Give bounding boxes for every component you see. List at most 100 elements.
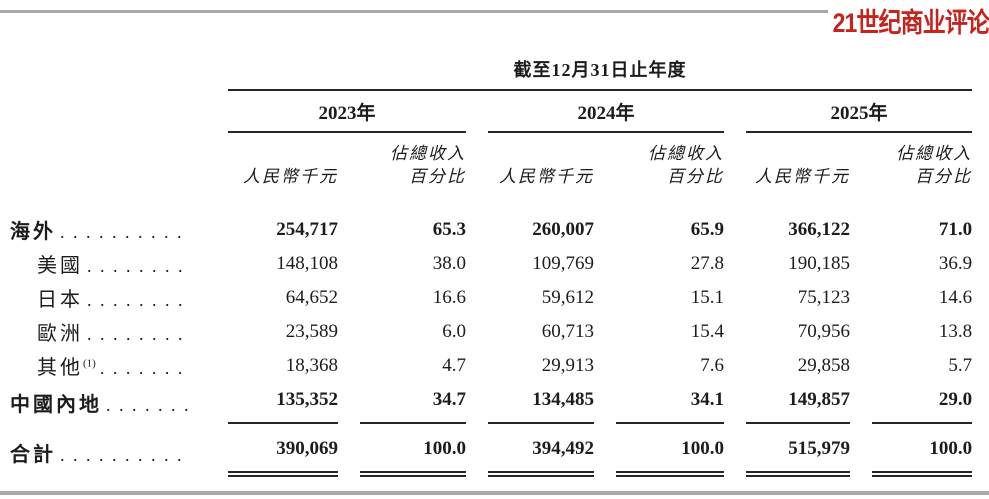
magazine-logo: 21世纪商业评论 bbox=[832, 8, 989, 38]
column-gap bbox=[594, 213, 616, 247]
amount-cell: 18,368 bbox=[285, 354, 338, 376]
percent-header-2023: 佔總收入 百分比 bbox=[360, 132, 466, 213]
leader-dots: . . . . . . . . bbox=[87, 324, 185, 345]
leader-dots: . . . . . . . . . . bbox=[60, 444, 184, 465]
row-label-text: 日本 bbox=[37, 289, 83, 312]
percent-cell: 6.0 bbox=[442, 320, 466, 342]
amount-cell: 390,069 bbox=[228, 422, 338, 477]
top-divider-line bbox=[0, 10, 828, 13]
amount-cell: 59,612 bbox=[541, 286, 594, 308]
group-gap bbox=[724, 281, 746, 315]
row-label-text: 海外 bbox=[10, 221, 56, 244]
amount-cell: 134,485 bbox=[488, 382, 594, 424]
year-header-2024: 2024年 bbox=[488, 90, 724, 133]
column-gap bbox=[594, 281, 616, 315]
spacer-cell bbox=[10, 132, 228, 213]
row-label: 歐洲. . . . . . . . bbox=[10, 315, 228, 349]
row-label-text: 美國 bbox=[37, 255, 83, 278]
percent-cell: 100.0 bbox=[616, 422, 724, 477]
group-gap bbox=[724, 315, 746, 349]
spacer-cell bbox=[10, 90, 228, 132]
percent-cell: 15.4 bbox=[690, 320, 724, 342]
amount-header-2023: 人民幣千元 bbox=[243, 166, 338, 186]
percent-cell: 34.1 bbox=[616, 382, 724, 424]
column-gap bbox=[338, 423, 360, 474]
percent-header-line2: 百分比 bbox=[409, 166, 466, 186]
row-label-text: 其他 bbox=[37, 357, 83, 380]
column-gap bbox=[338, 213, 360, 247]
percent-cell: 4.7 bbox=[442, 354, 466, 376]
column-gap bbox=[850, 315, 872, 349]
percent-header-line1: 佔總收入 bbox=[896, 144, 973, 163]
column-gap bbox=[594, 132, 616, 213]
group-gap bbox=[466, 90, 488, 132]
table-row-europe: 歐洲. . . . . . . . 23,589 6.0 60,713 15.4… bbox=[10, 315, 972, 349]
column-gap bbox=[338, 247, 360, 281]
percent-cell: 71.0 bbox=[938, 218, 973, 240]
table-row-overseas: 海外. . . . . . . . . . 254,717 65.3 260,0… bbox=[10, 213, 972, 247]
group-gap bbox=[724, 132, 746, 213]
table-row-others: 其他(1). . . . . . . 18,368 4.7 29,913 7.6… bbox=[10, 349, 972, 383]
percent-cell: 29.0 bbox=[872, 382, 973, 424]
column-gap bbox=[594, 349, 616, 383]
year-header-2025: 2025年 bbox=[746, 90, 973, 133]
column-gap bbox=[594, 315, 616, 349]
group-gap bbox=[724, 383, 746, 423]
row-label: 其他(1). . . . . . . bbox=[10, 349, 228, 383]
row-label: 海外. . . . . . . . . . bbox=[10, 213, 228, 247]
amount-cell: 60,713 bbox=[541, 320, 594, 342]
leader-dots: . . . . . . . . bbox=[87, 256, 185, 277]
group-gap bbox=[724, 213, 746, 247]
amount-cell: 135,352 bbox=[228, 382, 338, 424]
percent-cell: 15.1 bbox=[690, 286, 724, 308]
leader-dots: . . . . . . . . bbox=[87, 290, 185, 311]
group-gap bbox=[724, 423, 746, 474]
column-header-row: 人民幣千元 佔總收入 百分比 人民幣千元 佔總收入 百分比 人民幣千元 佔總收入 百分… bbox=[10, 132, 972, 213]
percent-header-line2: 百分比 bbox=[667, 166, 724, 186]
row-label-text: 歐洲 bbox=[37, 323, 83, 346]
period-header: 截至12月31日止年度 bbox=[228, 50, 973, 91]
amount-cell: 29,913 bbox=[541, 354, 594, 376]
footnote-superscript: (1) bbox=[83, 357, 96, 370]
leader-dots: . . . . . . . . . . bbox=[60, 222, 184, 243]
column-gap bbox=[850, 423, 872, 474]
column-gap bbox=[338, 132, 360, 213]
amount-cell: 23,589 bbox=[285, 320, 338, 342]
percent-cell: 5.7 bbox=[948, 354, 973, 376]
table-row-mainland-china: 中國內地. . . . . . . 135,352 34.7 134,485 3… bbox=[10, 382, 973, 424]
year-header-row: 2023年 2024年 2025年 bbox=[10, 90, 973, 133]
amount-cell: 366,122 bbox=[788, 218, 850, 240]
group-gap bbox=[724, 247, 746, 281]
percent-cell: 14.6 bbox=[938, 286, 973, 308]
column-gap bbox=[338, 383, 360, 423]
amount-cell: 70,956 bbox=[797, 320, 850, 342]
group-gap bbox=[466, 281, 488, 315]
row-label: 合計. . . . . . . . . . bbox=[10, 423, 228, 474]
percent-cell: 100.0 bbox=[872, 422, 973, 477]
column-gap bbox=[850, 349, 872, 383]
percent-header-2024: 佔總收入百分比 bbox=[616, 132, 724, 213]
row-label: 美國. . . . . . . . bbox=[10, 247, 228, 281]
percent-header-line1: 佔總收入 bbox=[648, 144, 724, 163]
percent-cell: 38.0 bbox=[432, 252, 466, 274]
row-label-text: 中國內地 bbox=[10, 394, 102, 417]
amount-cell: 260,007 bbox=[532, 218, 594, 240]
spacer-cell bbox=[10, 50, 228, 90]
percent-cell: 27.8 bbox=[690, 252, 724, 274]
amount-cell: 394,492 bbox=[488, 422, 594, 477]
table-row-usa: 美國. . . . . . . . 148,108 38.0 109,769 2… bbox=[10, 247, 972, 281]
percent-cell: 65.3 bbox=[432, 218, 466, 240]
amount-header-2025: 人民幣千元 bbox=[755, 166, 850, 186]
percent-header-line2: 百分比 bbox=[915, 166, 973, 186]
group-gap bbox=[466, 213, 488, 247]
leader-dots: . . . . . . . bbox=[99, 358, 185, 379]
amount-cell: 75,123 bbox=[797, 286, 850, 308]
amount-cell: 515,979 bbox=[746, 422, 850, 477]
percent-cell: 16.6 bbox=[432, 286, 466, 308]
row-label: 中國內地. . . . . . . bbox=[10, 383, 228, 423]
group-gap bbox=[466, 132, 488, 213]
group-gap bbox=[466, 315, 488, 349]
period-header-row: 截至12月31日止年度 bbox=[10, 50, 973, 91]
column-gap bbox=[850, 383, 872, 423]
amount-cell: 29,858 bbox=[797, 354, 850, 376]
